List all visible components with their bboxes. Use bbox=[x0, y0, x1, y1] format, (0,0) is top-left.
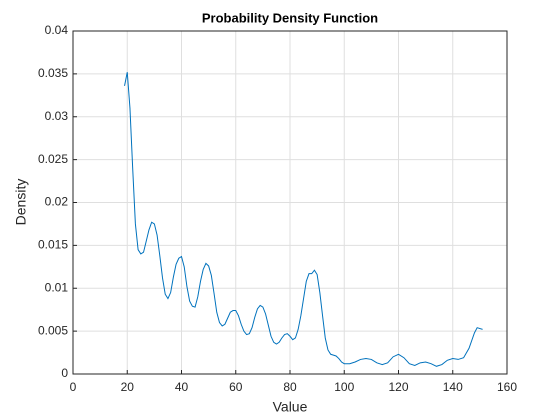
y-tick-label: 0 bbox=[61, 366, 68, 380]
y-tick-label: 0.035 bbox=[38, 66, 68, 80]
x-tick-label: 160 bbox=[497, 380, 517, 394]
x-tick-label: 40 bbox=[175, 380, 189, 394]
y-tick-label: 0.02 bbox=[45, 195, 69, 209]
plot-frame bbox=[72, 30, 508, 375]
chart-title: Probability Density Function bbox=[202, 10, 378, 25]
x-axis-label: Value bbox=[273, 399, 308, 415]
y-tick-label: 0.01 bbox=[45, 280, 69, 294]
y-axis-label: Density bbox=[13, 179, 29, 226]
y-tick-label: 0.005 bbox=[38, 323, 68, 337]
y-tick-label: 0.015 bbox=[38, 238, 68, 252]
y-tick-label: 0.025 bbox=[38, 152, 68, 166]
x-tick-label: 20 bbox=[121, 380, 135, 394]
x-tick-label: 60 bbox=[229, 380, 243, 394]
x-tick-label: 120 bbox=[388, 380, 408, 394]
x-tick-label: 0 bbox=[70, 380, 77, 394]
x-tick-label: 80 bbox=[283, 380, 297, 394]
y-tick-label: 0.03 bbox=[45, 109, 69, 123]
y-tick-label: 0.04 bbox=[45, 23, 69, 37]
data-line bbox=[124, 72, 483, 367]
x-tick-label: 100 bbox=[334, 380, 354, 394]
x-tick-label: 140 bbox=[443, 380, 463, 394]
